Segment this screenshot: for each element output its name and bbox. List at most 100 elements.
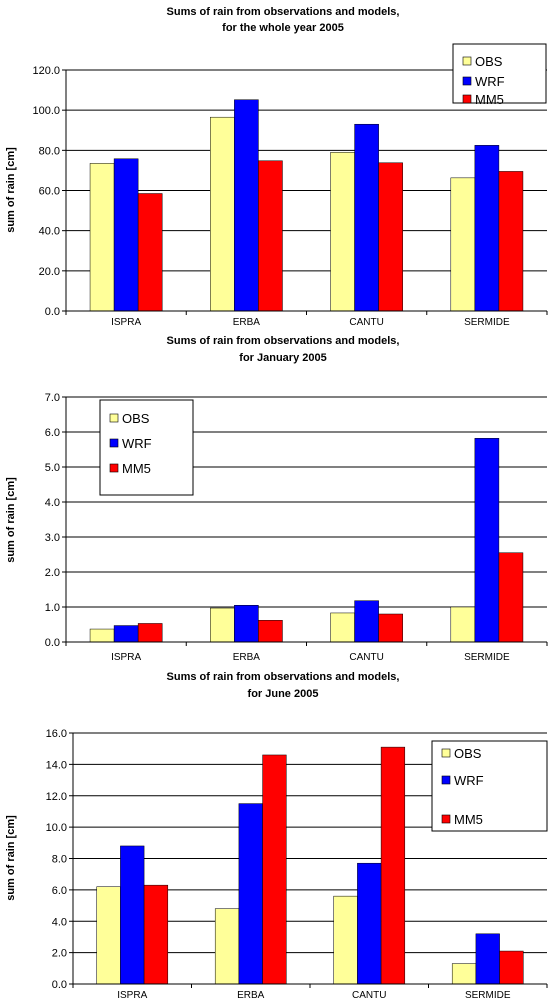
bar-obs-cantu [333,895,358,985]
x-tick-label: ISPRA [117,990,147,1001]
legend-box [452,43,547,104]
chart-subtitle: for January 2005 [239,352,326,364]
bar-obs-ispra [89,628,115,643]
x-tick-label: CANTU [352,990,386,1001]
y-tick-label: 2.0 [52,948,67,960]
bar-mm5-erba [262,754,287,985]
legend-label-mm5: MM5 [122,461,151,476]
y-tick-label: 60.0 [39,186,60,198]
bar-obs-ispra [96,886,121,985]
chart-subtitle: for June 2005 [248,688,319,700]
legend-swatch-mm5 [109,463,119,473]
y-tick-label: 0.0 [45,637,60,649]
bar-obs-erba [210,116,235,312]
y-tick-label: 1.0 [45,602,60,614]
y-tick-label: 10.0 [46,822,67,834]
bar-wrf-erba [234,605,259,643]
y-tick-label: 2.0 [45,567,60,579]
legend-swatch-mm5 [462,94,472,104]
y-tick-label: 80.0 [39,145,60,157]
y-axis-label: sum of rain [cm] [5,147,17,233]
legend-swatch-mm5 [441,814,451,824]
chart-title: Sums of rain from observations and model… [167,335,400,347]
y-tick-label: 100.0 [32,105,60,117]
y-tick-label: 3.0 [45,532,60,544]
legend-label-wrf: WRF [122,436,152,451]
y-tick-label: 16.0 [46,728,67,740]
y-axis-label: sum of rain [cm] [5,815,17,901]
bar-wrf-cantu [354,600,379,643]
y-tick-label: 8.0 [52,854,67,866]
legend-swatch-wrf [462,76,472,86]
y-tick-label: 7.0 [45,392,60,404]
bar-mm5-cantu [380,746,406,985]
bar-mm5-sermide [499,950,524,985]
x-tick-label: ISPRA [111,317,141,328]
bar-wrf-cantu [354,123,379,312]
legend-label-mm5: MM5 [454,812,483,827]
x-tick-label: CANTU [349,652,383,663]
bar-wrf-ispra [120,845,145,985]
y-tick-label: 40.0 [39,226,60,238]
x-tick-label: ERBA [237,990,265,1001]
x-tick-label: CANTU [349,317,383,328]
x-tick-label: ISPRA [111,652,141,663]
bar-mm5-erba [258,160,283,312]
bar-mm5-erba [258,620,283,643]
legend-label-wrf: WRF [454,773,484,788]
bar-wrf-ispra [113,158,139,312]
y-tick-label: 0.0 [52,979,67,991]
bar-wrf-sermide [475,933,500,985]
y-tick-label: 4.0 [45,497,60,509]
bar-mm5-cantu [378,613,403,643]
bar-obs-cantu [330,152,355,312]
bar-obs-cantu [330,612,355,643]
bar-obs-erba [210,607,235,643]
y-tick-label: 14.0 [46,759,67,771]
y-tick-label: 20.0 [39,266,60,278]
bar-wrf-ispra [113,625,139,643]
legend-swatch-obs [109,413,119,423]
bar-obs-sermide [450,177,476,312]
x-tick-label: ERBA [233,317,261,328]
bar-wrf-erba [234,99,259,312]
bar-wrf-cantu [357,862,382,985]
bar-obs-erba [214,908,240,985]
chart-2: Sums of rain from observations and model… [5,335,548,663]
y-tick-label: 6.0 [45,427,60,439]
legend-label-mm5: MM5 [475,92,504,107]
x-tick-label: SERMIDE [465,990,511,1001]
x-tick-label: SERMIDE [464,317,510,328]
legend: OBS WRF MM5 [452,43,547,107]
legend: OBS WRF MM5 [99,399,194,496]
chart-1: Sums of rain from observations and model… [5,6,548,328]
y-tick-label: 6.0 [52,885,67,897]
legend-swatch-wrf [109,438,119,448]
legend-swatch-wrf [441,775,451,785]
y-tick-label: 0.0 [45,306,60,318]
y-tick-label: 120.0 [32,65,60,77]
bar-wrf-sermide [474,145,500,312]
bar-wrf-sermide [474,438,500,643]
legend-label-wrf: WRF [475,74,505,89]
chart-subtitle: for the whole year 2005 [222,22,344,34]
bar-mm5-sermide [498,171,524,312]
legend-label-obs: OBS [475,54,503,69]
bar-wrf-erba [238,803,263,985]
bar-obs-sermide [450,606,476,643]
bar-mm5-ispra [137,623,163,643]
legend-swatch-obs [441,748,451,758]
chart-3: Sums of rain from observations and model… [5,671,548,1001]
y-axis-label: sum of rain [cm] [5,477,17,563]
x-tick-label: ERBA [233,652,261,663]
bar-obs-ispra [89,163,115,312]
chart-title: Sums of rain from observations and model… [167,671,400,683]
legend-box [431,740,548,832]
bar-mm5-cantu [378,162,403,312]
legend-label-obs: OBS [122,411,150,426]
chart-title: Sums of rain from observations and model… [167,6,400,18]
bar-mm5-ispra [137,193,163,312]
bar-mm5-sermide [498,552,524,643]
legend: OBS WRF MM5 [431,740,548,832]
